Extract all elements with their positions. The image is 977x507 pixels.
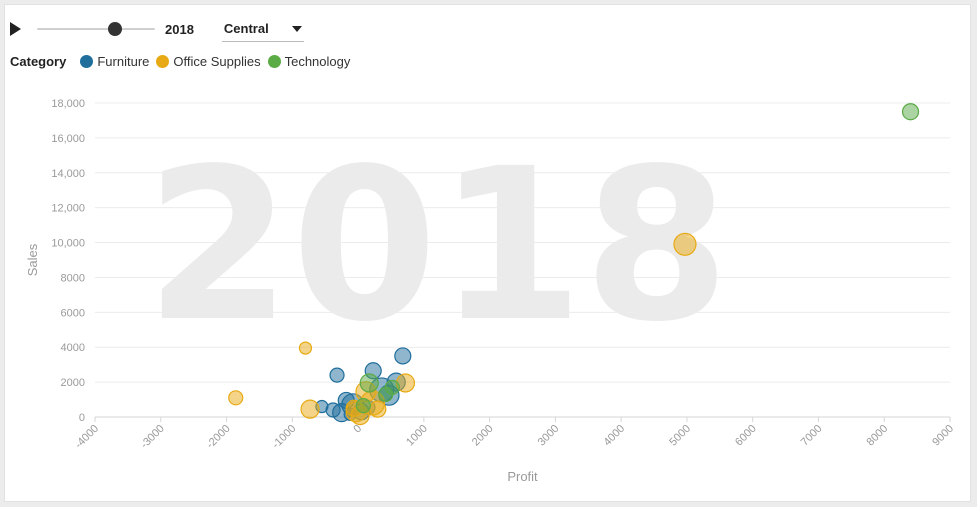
y-tick-label: 0 — [79, 412, 85, 424]
bubble-office-supplies[interactable] — [298, 341, 313, 355]
year-watermark: 2018 — [145, 123, 729, 368]
legend-title: Category — [10, 54, 67, 69]
y-tick-label: 4000 — [61, 342, 85, 354]
bubble-technology[interactable] — [901, 103, 920, 121]
x-tick-label: 2000 — [470, 423, 496, 449]
y-tick-label: 2000 — [61, 377, 85, 389]
legend-swatch — [80, 55, 94, 68]
x-tick-label: 1000 — [404, 423, 430, 449]
bubble-office-supplies[interactable] — [228, 390, 244, 406]
y-tick-label: 12,000 — [51, 203, 85, 215]
bubble-office-supplies[interactable] — [369, 400, 387, 418]
bubble-furniture[interactable] — [329, 367, 345, 383]
y-axis-title: Sales — [25, 243, 40, 276]
x-axis-title: Profit — [507, 469, 538, 484]
bubble-furniture[interactable] — [394, 347, 412, 365]
y-tick-label: 8000 — [61, 272, 85, 284]
y-tick-label: 14,000 — [51, 168, 85, 180]
legend-label: Technology — [284, 54, 351, 69]
x-tick-label: -4000 — [73, 423, 101, 451]
y-tick-label: 16,000 — [51, 133, 85, 145]
legend-label: Furniture — [97, 54, 150, 69]
bubble-office-supplies[interactable] — [673, 232, 697, 256]
bubble-technology[interactable] — [355, 398, 371, 414]
slider-thumb[interactable] — [108, 22, 122, 36]
legend-item-furniture[interactable]: Furniture — [80, 54, 149, 69]
x-tick-label: 3000 — [536, 423, 562, 449]
bubble-technology[interactable] — [384, 379, 400, 395]
y-tick-label: 18,000 — [51, 98, 85, 110]
year-slider[interactable] — [37, 21, 155, 37]
x-tick-label: -2000 — [204, 423, 232, 451]
x-tick-label: 5000 — [667, 423, 693, 449]
x-tick-label: 4000 — [601, 423, 627, 449]
legend-item-office-supplies[interactable]: Office Supplies — [156, 54, 261, 69]
year-label: 2018 — [165, 21, 194, 37]
region-dropdown[interactable]: Central — [221, 16, 304, 42]
y-tick-label: 10,000 — [51, 238, 85, 250]
play-icon[interactable] — [10, 22, 21, 36]
chevron-down-icon — [291, 25, 302, 32]
bubble-technology[interactable] — [359, 373, 379, 393]
x-tick-label: -1000 — [270, 423, 298, 451]
x-tick-label: 8000 — [865, 423, 891, 449]
bubble-office-supplies[interactable] — [300, 399, 320, 419]
x-tick-label: 6000 — [733, 423, 759, 449]
x-tick-label: -3000 — [139, 423, 167, 451]
slider-track — [37, 28, 155, 30]
legend-swatch — [156, 55, 170, 68]
chart-card — [4, 4, 971, 502]
y-tick-label: 6000 — [61, 307, 85, 319]
legend-swatch — [267, 55, 281, 68]
x-tick-label: 9000 — [930, 423, 956, 449]
legend: Category Furniture Office Supplies Techn… — [10, 54, 357, 69]
x-tick-label: 7000 — [799, 423, 825, 449]
legend-label: Office Supplies — [173, 54, 261, 69]
animation-controls: 2018 Central — [10, 14, 304, 44]
region-value: Central — [223, 21, 269, 36]
legend-item-technology[interactable]: Technology — [267, 54, 351, 69]
